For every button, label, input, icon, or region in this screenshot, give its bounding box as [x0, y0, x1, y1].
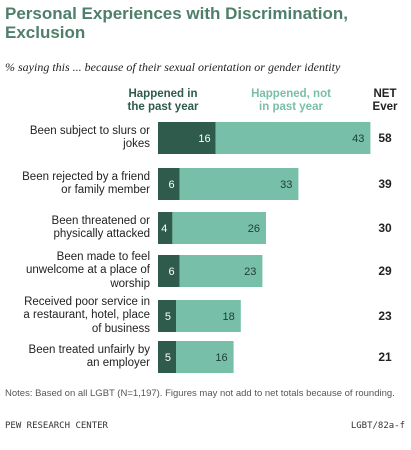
bar-past-year — [158, 122, 216, 154]
bar-not-past-year — [172, 212, 266, 244]
source-credit: PEW RESEARCH CENTER — [5, 421, 108, 431]
bar-not-past-year — [215, 122, 371, 154]
legend-past-year-line-1: Happened in — [128, 88, 198, 100]
category-label: Been threatened or physically attacked — [0, 215, 150, 242]
notes: Notes: Based on all LGBT (N=1,197). Figu… — [5, 388, 395, 399]
data-label-past-year: 5 — [165, 352, 171, 364]
category-label-line: unwelcome at a place of — [25, 264, 150, 277]
category-label-line: jokes — [123, 138, 150, 150]
net-value: 21 — [378, 350, 392, 364]
chart-code: LGBT/82a-f — [350, 421, 405, 431]
legend-not-past-year-line-1: Happened, not — [251, 88, 331, 100]
category-label: Been treated unfairly by an employer — [0, 344, 150, 371]
category-label: Received poor service in a restaurant, ho… — [0, 296, 150, 337]
category-label: Been rejected by a friend or family membe… — [0, 171, 150, 198]
data-label-past-year: 4 — [161, 223, 167, 235]
data-label-not-past-year: 43 — [352, 133, 364, 145]
chart-subtitle: % saying this ... because of their sexua… — [5, 60, 341, 74]
category-label-line: of business — [91, 322, 150, 335]
net-value: 39 — [378, 177, 392, 191]
bar-past-year — [158, 255, 180, 287]
net-value: 23 — [378, 309, 392, 323]
category-label: Been made to feel unwelcome at a place of… — [0, 251, 150, 292]
category-label-line: Received poor service in — [24, 295, 150, 308]
data-label-not-past-year: 18 — [223, 311, 235, 323]
category-label-line: physically attacked — [53, 228, 150, 240]
legend-past-year-line-2: the past year — [127, 101, 199, 113]
category-label-line: Been made to feel — [56, 250, 150, 263]
data-label-not-past-year: 23 — [244, 266, 256, 278]
data-label-past-year: 6 — [168, 266, 174, 278]
legend-not-past-year: Happened, not in past year — [236, 88, 346, 114]
bar-not-past-year — [179, 255, 263, 287]
net-ever-header: NET Ever — [365, 88, 405, 114]
category-label-line: a restaurant, hotel, place — [23, 309, 150, 322]
data-label-not-past-year: 33 — [280, 179, 292, 191]
net-value: 58 — [378, 131, 392, 145]
data-label-past-year: 16 — [198, 133, 210, 145]
net-value: 30 — [378, 221, 392, 235]
data-label-not-past-year: 26 — [248, 223, 260, 235]
bar-not-past-year — [176, 300, 241, 332]
net-ever-header-line-1: NET — [373, 88, 397, 100]
data-label-past-year: 5 — [165, 311, 171, 323]
category-label-line: Been treated unfairly by — [28, 343, 150, 356]
chart-title: Personal Experiences with Discrimination… — [5, 4, 348, 42]
legend-past-year: Happened in the past year — [108, 88, 218, 114]
net-ever-header-line-2: Ever — [372, 101, 398, 113]
bar-past-year — [158, 300, 176, 332]
bar-past-year — [158, 341, 176, 373]
category-label: Been subject to slurs or jokes — [0, 125, 150, 152]
data-label-past-year: 6 — [168, 179, 174, 191]
legend-not-past-year-line-2: in past year — [259, 101, 323, 113]
category-label-line: Been rejected by a friend — [22, 170, 150, 183]
bar-past-year — [158, 168, 180, 200]
category-label-line: or family member — [61, 184, 150, 196]
bar-not-past-year — [179, 168, 299, 200]
bar-not-past-year — [176, 341, 234, 373]
category-label-line: Been subject to slurs or — [29, 124, 150, 137]
category-label-line: an employer — [86, 357, 150, 369]
data-label-not-past-year: 16 — [215, 352, 227, 364]
category-label-line: worship — [110, 277, 150, 290]
bar-past-year — [158, 212, 173, 244]
category-label-line: Been threatened or — [51, 214, 150, 227]
net-value: 29 — [378, 264, 392, 278]
